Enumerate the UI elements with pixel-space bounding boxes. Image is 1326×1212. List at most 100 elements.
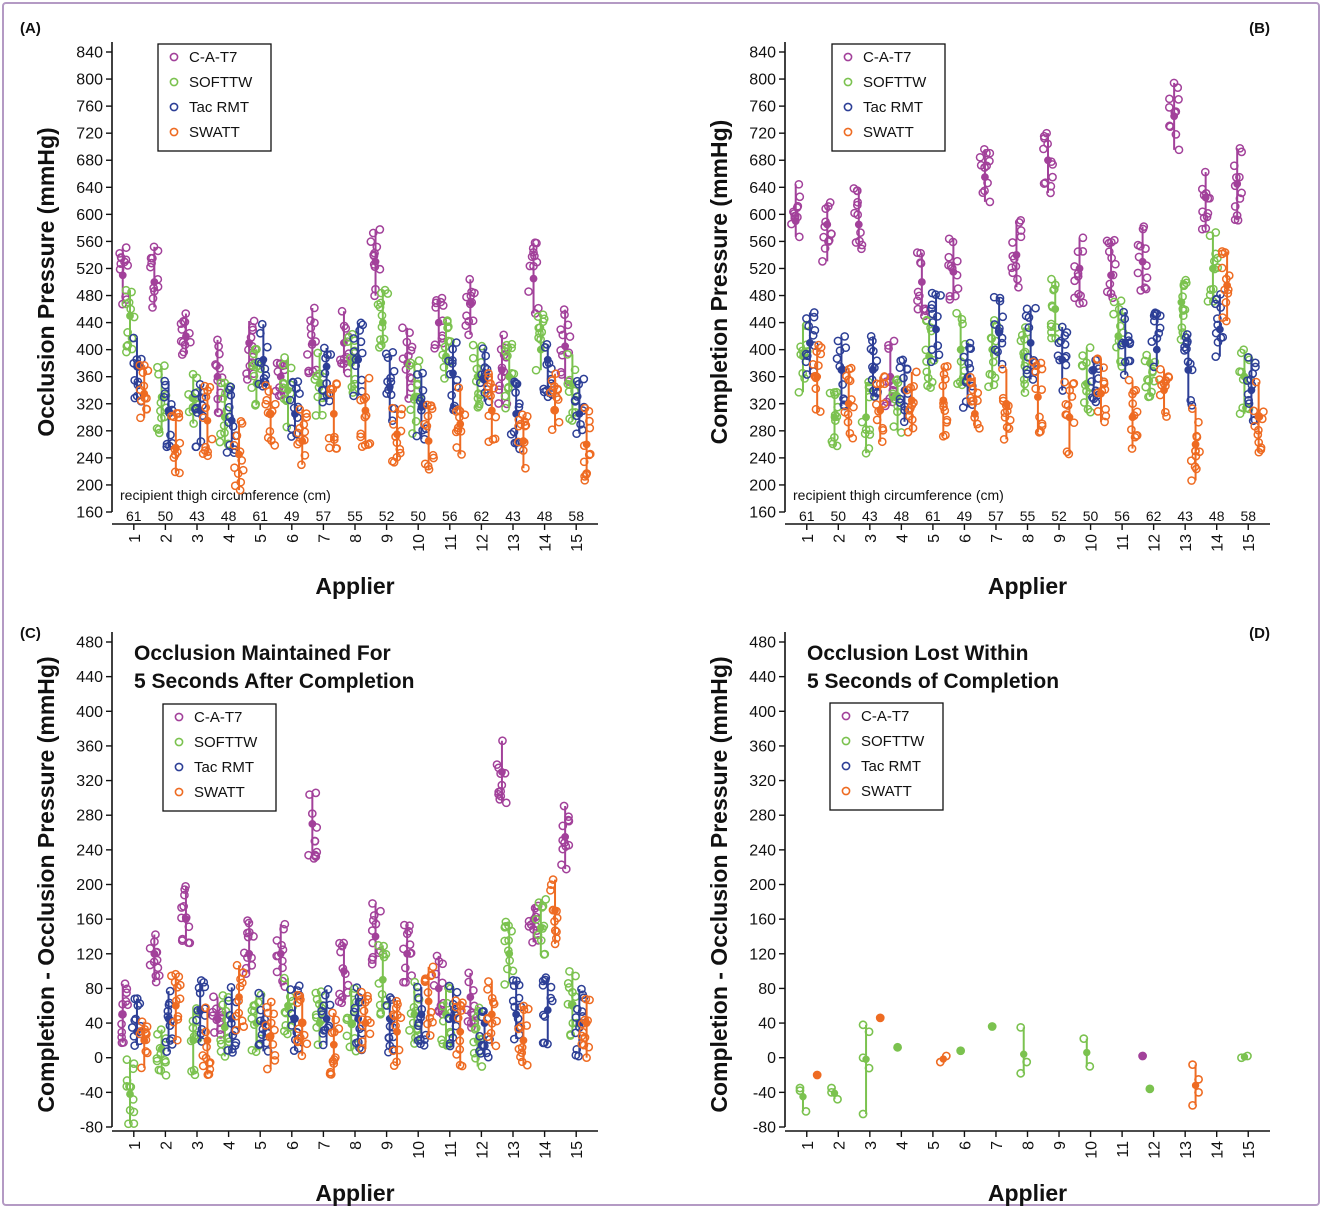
y-tick-label: 360 [76,738,103,755]
data-point [172,1035,182,1045]
legend-marker [843,52,853,62]
data-point [307,809,317,818]
data-point [864,1027,874,1037]
data-point [496,791,506,801]
data-point [160,361,169,371]
mean-point [1233,180,1242,188]
data-point [363,991,372,1001]
thigh-circumference-value: 61 [126,508,142,524]
mean-point [371,932,380,941]
data-point [539,1038,549,1048]
data-point [256,328,265,338]
data-point [564,348,574,358]
mean-point [862,1055,870,1063]
mean-point [1138,1052,1147,1060]
thigh-circumference-value: 48 [894,508,910,524]
data-point [404,926,414,936]
data-point [413,982,422,992]
data-point [117,1027,127,1037]
data-point [311,988,321,998]
data-point [1188,1100,1197,1110]
x-tick-label: 8 [348,534,365,543]
data-point [978,188,988,197]
x-tick-label: 12 [1147,1141,1164,1159]
legend-label: SWATT [189,124,240,141]
data-point [247,1014,257,1023]
data-point [1022,1057,1032,1067]
data-point [809,312,819,322]
data-point [522,1021,531,1030]
series-softtw [794,228,1254,458]
data-point [498,736,507,746]
data-point [558,821,568,831]
data-point [1254,447,1264,457]
data-point [317,1003,327,1013]
data-point [1108,293,1118,303]
panel-label: (B) [1249,20,1270,37]
data-point [985,197,995,207]
x-tick-label: 13 [1178,534,1195,552]
mean-point [543,1006,552,1014]
legend-marker [841,786,851,796]
data-point [533,930,543,940]
data-point [405,1026,414,1035]
mean-point [529,274,538,283]
y-axis-title: Completion - Occlusion Pressure (mmHg) [33,656,59,1112]
data-point [320,343,329,353]
x-tick-label: 7 [316,1141,333,1150]
data-point [141,1047,151,1056]
data-point [402,337,412,347]
x-tick-label: 12 [1147,534,1164,552]
data-point [552,927,561,937]
data-point [944,260,953,270]
data-point [328,1008,337,1018]
data-point [844,375,853,385]
data-point [584,450,594,460]
data-point [804,321,814,331]
data-point [959,352,969,362]
mean-point [487,1010,496,1019]
data-point [857,417,867,427]
data-point [306,323,316,333]
mean-point [830,413,839,422]
data-point [394,1045,404,1055]
mean-point [582,1019,591,1027]
data-point [148,253,157,263]
mean-point [298,437,307,445]
y-tick-label: 80 [85,981,103,998]
x-tick-label: 7 [989,534,1006,543]
data-point [423,461,433,471]
data-point [318,1029,328,1038]
data-point [310,836,320,846]
data-point [565,966,574,976]
mean-point [203,416,212,425]
data-point [830,433,839,442]
data-point [211,360,220,369]
data-point [1141,284,1151,294]
data-point [952,308,961,318]
data-point [957,314,967,324]
data-point [138,368,148,377]
legend-label: C-A-T7 [861,708,909,725]
data-point [352,1038,361,1048]
data-point [789,207,798,217]
data-point [222,448,232,457]
data-point [1250,358,1260,368]
data-point [379,334,389,344]
data-point [577,1039,587,1049]
data-point [195,988,205,998]
data-point [998,364,1007,374]
data-point [317,385,327,395]
data-point [1034,427,1044,437]
data-point [302,409,311,418]
data-point [1154,328,1164,338]
mean-point [1145,1084,1154,1093]
data-point [550,939,560,949]
data-point [342,1031,352,1041]
x-tick-label: 5 [926,534,943,543]
y-tick-label: 720 [749,126,776,143]
data-point [571,971,580,981]
data-point [195,380,205,389]
y-tick-label: 200 [749,877,776,894]
data-point [377,990,387,999]
